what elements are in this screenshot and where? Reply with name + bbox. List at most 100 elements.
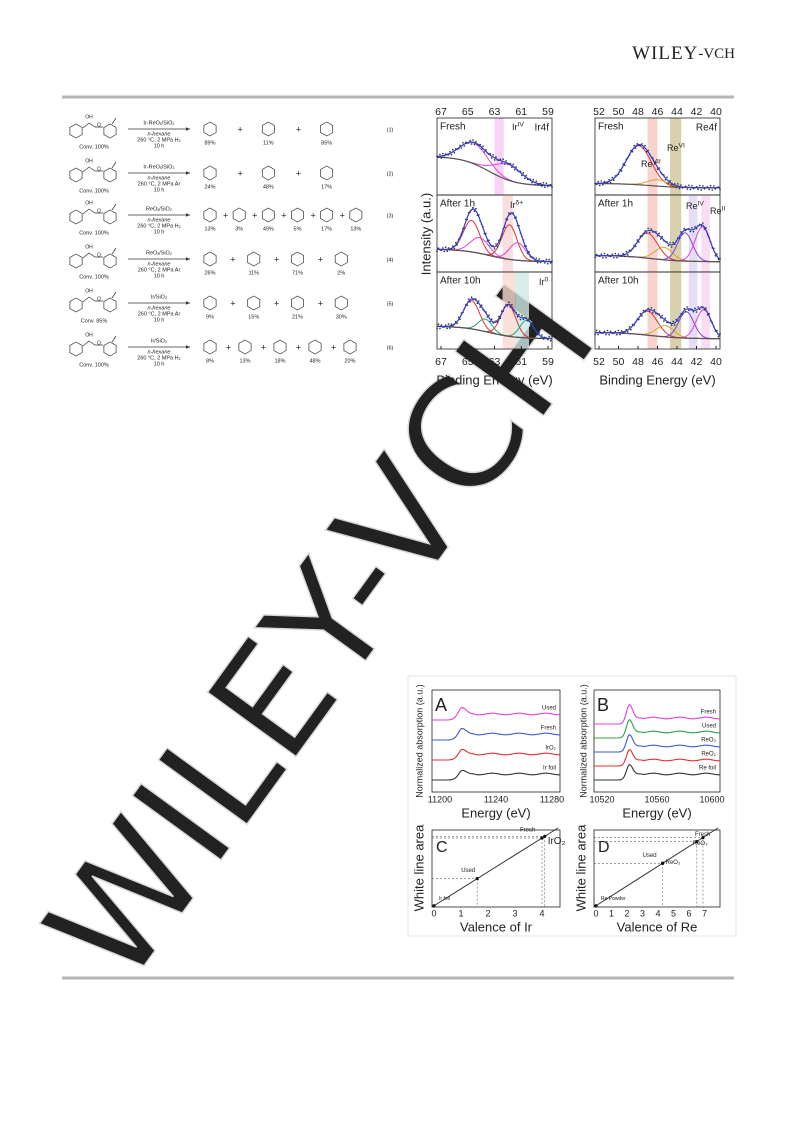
- point: [594, 904, 598, 908]
- shaded-band: [647, 195, 658, 272]
- row-label: After 10h: [440, 276, 481, 287]
- ring: [320, 207, 334, 223]
- yield: 5%: [294, 226, 302, 232]
- arrow-head: [186, 171, 190, 175]
- x-axis-label: Energy (eV): [461, 805, 530, 820]
- spectrum: [432, 748, 560, 761]
- shaded-band: [515, 272, 529, 349]
- shaded-band: [670, 195, 682, 272]
- plus: +: [252, 210, 257, 220]
- conditions: 260 °C, 2 MPa Ar: [138, 267, 181, 273]
- ring: [308, 339, 322, 355]
- conversion: Conv. 100%: [79, 274, 109, 280]
- ring: [261, 207, 275, 223]
- time: 10 h: [154, 273, 165, 279]
- point: [543, 834, 547, 838]
- envelope: [594, 223, 721, 260]
- species-element: Ir: [512, 122, 518, 132]
- trace-label: ReO₃: [701, 738, 716, 744]
- atom-label: O: [97, 340, 101, 346]
- panel-letter: B: [597, 695, 609, 715]
- reaction-number: (3): [387, 213, 394, 219]
- catalyst: Ir-ReOₓ/SiO₂: [143, 120, 174, 126]
- x-tick-label: 3: [512, 908, 517, 918]
- x-tick-label: 61: [515, 356, 527, 368]
- shaded-band: [502, 195, 513, 272]
- point-label: Fresh: [695, 832, 710, 838]
- ring: [349, 207, 363, 223]
- methoxy: [111, 161, 117, 169]
- x-tick-label-top: 65: [462, 106, 474, 118]
- ring: [203, 165, 217, 181]
- x-tick-label: 4: [539, 908, 544, 918]
- plus: +: [331, 342, 336, 352]
- shaded-band: [502, 272, 516, 349]
- reaction-number: (2): [387, 171, 394, 177]
- conversion: Conv. 100%: [79, 230, 109, 236]
- y-axis-label: White line area: [411, 824, 426, 911]
- point-label: ReO₂: [666, 860, 681, 866]
- solvent: n-hexane: [148, 217, 171, 223]
- ring: [69, 253, 83, 269]
- plus: +: [318, 298, 323, 308]
- chain: [82, 340, 103, 347]
- species-label: Ir0: [539, 276, 549, 287]
- envelope: [436, 141, 553, 187]
- x-axis-label: Valence of Ir: [460, 919, 533, 934]
- plus: +: [274, 254, 279, 264]
- point-label: Re Powder: [601, 896, 626, 902]
- shaded-band: [647, 118, 658, 195]
- x-tick-label: 67: [435, 356, 447, 368]
- plus: +: [238, 168, 243, 178]
- time: 10 h: [154, 361, 165, 367]
- spectrum: [432, 727, 560, 741]
- watermark-group: WILEY-VCH: [13, 254, 632, 1013]
- yield: 11%: [263, 140, 274, 146]
- solvent: n-hexane: [148, 175, 171, 181]
- conditions: 260 °C, 2 MPa Ar: [138, 181, 181, 187]
- x-tick-label-top: 48: [632, 106, 644, 118]
- reaction-number: (5): [387, 301, 394, 307]
- spectrum: [432, 769, 560, 781]
- species-element: Re: [710, 206, 722, 216]
- panel-frame: [593, 689, 721, 793]
- species-oxidation: IV: [518, 121, 525, 128]
- trace-label: Used: [542, 706, 556, 712]
- x-tick-label-top: 42: [691, 106, 703, 118]
- ring: [291, 295, 304, 311]
- conditions: 260 °C, 2 MPa H₂: [137, 137, 180, 143]
- conversion: Conv. 100%: [79, 362, 109, 368]
- ring: [203, 121, 217, 137]
- envelope: [594, 143, 720, 189]
- atom-label: OH: [85, 332, 93, 338]
- x-tick-label: 40: [710, 356, 722, 368]
- catalyst: Ir-ReOₓ/SiO₂: [143, 164, 174, 170]
- yield: 13%: [350, 226, 361, 232]
- conversion: Conv. 100%: [79, 144, 109, 150]
- trace-label: ReO₂: [701, 752, 716, 758]
- atom-label: O: [97, 296, 101, 302]
- yield: 85%: [321, 140, 332, 146]
- arrow-head: [186, 257, 190, 261]
- species-oxidation: VII: [653, 158, 661, 165]
- x-tick-label: 10520: [589, 794, 614, 804]
- yield: 71%: [292, 270, 303, 276]
- trace-label: Fresh: [541, 726, 556, 732]
- ring: [334, 295, 348, 311]
- ring: [320, 121, 334, 137]
- x-tick-label-top: 67: [435, 106, 447, 118]
- x-tick-label-top: 63: [489, 106, 501, 118]
- arrow-head: [186, 213, 190, 217]
- x-tick-label: 46: [652, 356, 664, 368]
- row-label: Fresh: [440, 122, 466, 133]
- x-tick-label: 65: [462, 356, 474, 368]
- ring: [69, 209, 83, 225]
- reaction-number: (4): [387, 257, 394, 263]
- x-tick-label: 3: [640, 908, 645, 918]
- conditions: 260 °C, 2 MPa Ar: [138, 311, 181, 317]
- species-oxidation: VI: [679, 142, 686, 149]
- ring: [103, 167, 117, 183]
- yield: 48%: [309, 358, 320, 364]
